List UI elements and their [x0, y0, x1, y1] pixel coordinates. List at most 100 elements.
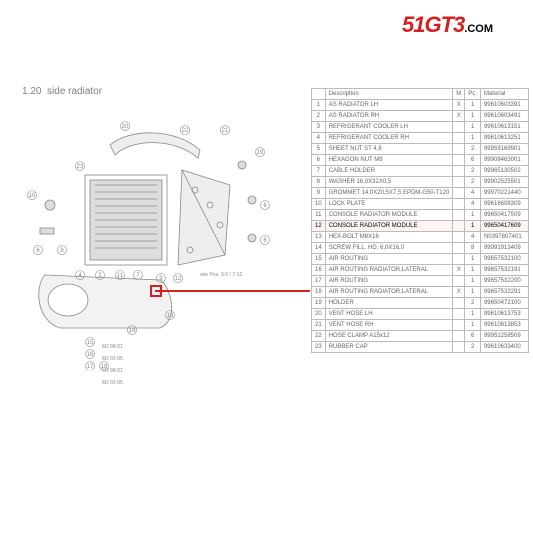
cell-pc: 4: [465, 199, 481, 210]
table-row: 16AIR ROUTING RADIATOR,LATERALX199657532…: [312, 265, 529, 276]
cell-mat: 99959169901: [480, 144, 528, 155]
cell-desc: CABLE HOLDER: [325, 166, 453, 177]
cell-n: 13: [312, 232, 326, 243]
cell-mat: 99657532100: [480, 254, 528, 265]
cell-n: 4: [312, 133, 326, 144]
col-desc: Description: [325, 89, 453, 100]
cell-pc: 6: [465, 155, 481, 166]
cell-desc: CONSOLE RADIATOR MODULE: [325, 221, 453, 232]
cell-m: [453, 166, 465, 177]
cell-pc: 1: [465, 100, 481, 111]
cell-pc: 2: [465, 298, 481, 309]
table-row: 15AIR ROUTING199657532100: [312, 254, 529, 265]
cell-n: 5: [312, 144, 326, 155]
cell-desc: SCREW FILL. HD. 6,0X16,0: [325, 243, 453, 254]
cell-desc: AIR ROUTING: [325, 254, 453, 265]
table-row: 7CABLE HOLDER299965130502: [312, 166, 529, 177]
cell-m: [453, 210, 465, 221]
svg-text:8: 8: [60, 248, 64, 254]
svg-text:6: 6: [36, 248, 40, 254]
cell-mat: N0397807401: [480, 232, 528, 243]
svg-text:12: 12: [175, 276, 182, 282]
cell-m: [453, 342, 465, 353]
cell-pc: 4: [465, 232, 481, 243]
section-title: 1.20 side radiator: [22, 86, 102, 97]
cell-n: 10: [312, 199, 326, 210]
cell-mat: 99970221440: [480, 188, 528, 199]
cell-mat: 99610613251: [480, 133, 528, 144]
diagram-legend-2: MJ 98-01: [102, 368, 123, 374]
cell-n: 19: [312, 298, 326, 309]
cell-desc: AIR ROUTING RADIATOR,LATERAL: [325, 265, 453, 276]
cell-n: 9: [312, 188, 326, 199]
section-label: side radiator: [47, 86, 102, 97]
cell-desc: HOLDER: [325, 298, 453, 309]
table-row: 9GROMMET 14,0X20,5X7,5 EPDM-G50-T1204999…: [312, 188, 529, 199]
cell-m: X: [453, 100, 465, 111]
cell-n: 1: [312, 100, 326, 111]
cell-m: [453, 133, 465, 144]
table-row: 17AIR ROUTING199657532200: [312, 276, 529, 287]
cell-desc: VENT HOSE RH: [325, 320, 453, 331]
cell-pc: 1: [465, 309, 481, 320]
table-row: 18AIR ROUTING RADIATOR,LATERALX199657532…: [312, 287, 529, 298]
cell-n: 12: [312, 221, 326, 232]
col-m: M: [453, 89, 465, 100]
svg-text:21: 21: [222, 128, 229, 134]
svg-text:16: 16: [87, 352, 94, 358]
cell-m: [453, 254, 465, 265]
table-row: 13HEX-BOLT M8X164N0397807401: [312, 232, 529, 243]
cell-mat: 99610613853: [480, 320, 528, 331]
cell-mat: 99991913409: [480, 243, 528, 254]
cell-desc: AS RADIATOR LH: [325, 100, 453, 111]
cell-m: [453, 298, 465, 309]
logo-text-1: 51GT3: [402, 12, 464, 37]
cell-n: 3: [312, 122, 326, 133]
cell-mat: 99951258509: [480, 331, 528, 342]
cell-desc: RUBBER CAP: [325, 342, 453, 353]
cell-desc: LOCK PLATE: [325, 199, 453, 210]
cell-pc: 1: [465, 210, 481, 221]
svg-text:23: 23: [77, 164, 84, 170]
table-row: 21VENT HOSE RH199610613853: [312, 320, 529, 331]
svg-text:15: 15: [87, 340, 94, 346]
col-pc: Pc.: [465, 89, 481, 100]
cell-desc: AIR ROUTING: [325, 276, 453, 287]
cell-desc: CONSOLE RADIATOR MODULE: [325, 210, 453, 221]
diagram-legend-0: MJ 98-01: [102, 344, 123, 350]
diagram-legend-1: MJ 02-05: [102, 356, 123, 362]
cell-m: [453, 243, 465, 254]
svg-text:19: 19: [257, 150, 264, 156]
cell-pc: 2: [465, 166, 481, 177]
cell-m: [453, 177, 465, 188]
cell-pc: 2: [465, 144, 481, 155]
cell-n: 2: [312, 111, 326, 122]
cell-mat: 99610613753: [480, 309, 528, 320]
section-num: 1.20: [22, 86, 41, 97]
table-row: 20VENT HOSE LH199610613753: [312, 309, 529, 320]
cell-n: 23: [312, 342, 326, 353]
table-row: 22HOSE CLAMP A15x12699951258509: [312, 331, 529, 342]
exploded-diagram: 20 22 21 19 23 10 6 8 4 2 11 7 9 12 13 6…: [20, 110, 280, 370]
cell-m: [453, 122, 465, 133]
cell-pc: 1: [465, 221, 481, 232]
brand-logo: 51GT3.COM: [402, 12, 493, 38]
svg-text:10: 10: [29, 193, 36, 199]
svg-text:22: 22: [182, 128, 189, 134]
cell-mat: 99650417609: [480, 221, 528, 232]
table-header-row: Description M Pc. Material: [312, 89, 529, 100]
cell-m: [453, 276, 465, 287]
cell-m: [453, 320, 465, 331]
table-row: 5SHEET NUT ST 4,8299959169901: [312, 144, 529, 155]
table-row: 11CONSOLE RADIATOR MODULE199650417509: [312, 210, 529, 221]
table-row: 23RUBBER CAP299610633400: [312, 342, 529, 353]
cell-mat: 99610633400: [480, 342, 528, 353]
cell-desc: HOSE CLAMP A15x12: [325, 331, 453, 342]
table-row: 6HEXAGON NUT M8699908463001: [312, 155, 529, 166]
cell-pc: 1: [465, 254, 481, 265]
col-num: [312, 89, 326, 100]
svg-text:6: 6: [263, 203, 267, 209]
parts-table: Description M Pc. Material 1AS RADIATOR …: [311, 88, 529, 353]
cell-pc: 1: [465, 320, 481, 331]
table-row: 14SCREW FILL. HD. 6,0X16,0899991913409: [312, 243, 529, 254]
